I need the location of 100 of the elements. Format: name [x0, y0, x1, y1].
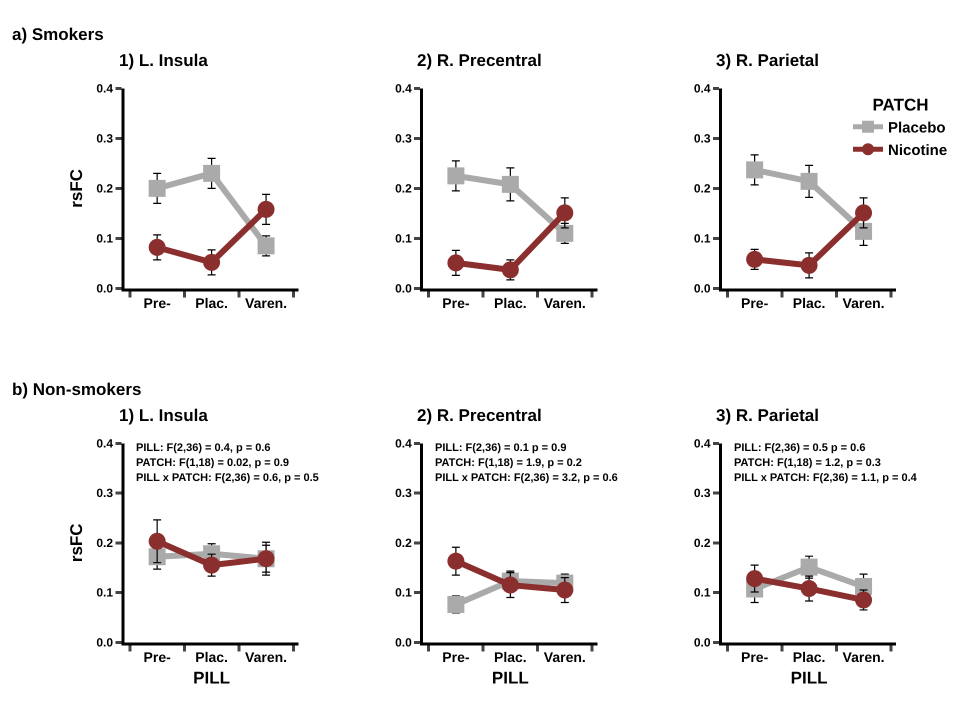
y-tick-label: 0.2 [395, 182, 412, 196]
point [800, 256, 818, 274]
point [502, 176, 519, 193]
x-tick-label: Varen. [544, 649, 586, 666]
point [148, 532, 166, 550]
y-tick-label: 0.1 [694, 232, 711, 246]
y-tick-label: 0.3 [395, 486, 412, 500]
x-tick-label: Varen. [245, 295, 288, 312]
x-axis-title: PILL [790, 668, 828, 688]
point [502, 261, 519, 278]
y-tick-label: 0.2 [96, 182, 114, 196]
y-tick-label: 0.1 [694, 586, 711, 600]
annotation: PILL x PATCH: F(2,36) = 1.1, p = 0.4 [734, 472, 918, 484]
y-tick-label: 0.2 [694, 182, 711, 196]
point [855, 222, 872, 240]
y-tick-label: 0.4 [96, 436, 114, 450]
y-tick-label: 0.4 [395, 436, 412, 450]
y-tick-label: 0.2 [395, 536, 412, 550]
legend-label: Placebo [888, 120, 946, 137]
point [746, 161, 764, 178]
y-tick-label: 0.4 [395, 82, 412, 96]
point [203, 556, 220, 574]
point [556, 204, 574, 222]
point [855, 204, 872, 222]
point [203, 254, 220, 271]
text: 0.0 [96, 282, 114, 296]
point [746, 250, 764, 268]
annotation: PILL: F(2,36) = 0.5 p = 0.6 [734, 442, 866, 454]
y-tick-label: 0.2 [694, 536, 711, 550]
text: 0.0 [96, 635, 114, 650]
text: 0.0 [694, 635, 711, 650]
text: 0.0 [395, 282, 412, 296]
x-tick-label: Pre- [741, 649, 769, 666]
y-tick-label: 0.3 [694, 486, 711, 500]
chart-title: b) Non-smokers [12, 380, 142, 399]
point [447, 596, 464, 613]
x-tick-label: Varen. [842, 295, 885, 312]
point [148, 180, 166, 197]
chart-title: 3) R. Parietal [716, 406, 819, 425]
annotation: PILL: F(2,36) = 0.1 p = 0.9 [435, 442, 566, 454]
point [258, 200, 275, 218]
y-tick-label: 0.4 [694, 436, 711, 450]
point [800, 172, 818, 190]
annotation: PATCH: F(1,18) = 1.2, p = 0.3 [734, 457, 881, 469]
x-tick-label: Plac. [792, 649, 826, 666]
y-tick-label: 0.2 [96, 536, 114, 550]
text: 0.0 [694, 282, 711, 296]
x-tick-label: Plac. [195, 649, 228, 666]
point [800, 558, 818, 576]
point [447, 167, 464, 184]
y-tick-label: 0.4 [96, 82, 114, 96]
annotation: PATCH: F(1,18) = 0.02, p = 0.9 [136, 457, 290, 469]
x-axis-title: PILL [492, 668, 529, 688]
point [258, 237, 275, 254]
annotation: PILL x PATCH: F(2,36) = 0.6, p = 0.5 [136, 472, 319, 484]
point [148, 238, 166, 256]
x-tick-label: Pre- [442, 295, 470, 312]
legend-title: PATCH [872, 95, 929, 114]
y-axis-title: rsFC [66, 523, 86, 562]
x-tick-label: Varen. [842, 649, 885, 666]
point [855, 591, 872, 608]
x-tick-label: Varen. [544, 295, 586, 312]
point [203, 164, 220, 182]
legend-label: Nicotine [888, 142, 948, 160]
y-tick-label: 0.3 [395, 132, 412, 146]
point [556, 582, 574, 599]
chart-title: 2) R. Precentral [417, 51, 542, 70]
chart-title: 3) R. Parietal [716, 51, 819, 70]
y-tick-label: 0.1 [96, 586, 114, 600]
x-tick-label: Pre- [442, 649, 470, 666]
x-tick-label: Plac. [494, 649, 527, 666]
annotation: PILL: F(2,36) = 0.4, p = 0.6 [136, 442, 270, 454]
chart-subtitle: 1) L. Insula [119, 51, 208, 70]
x-axis-title: PILL [193, 668, 230, 688]
x-tick-label: Varen. [245, 649, 288, 666]
x-tick-label: Plac. [792, 295, 826, 312]
chart-title: a) Smokers [12, 25, 104, 44]
x-tick-label: Pre- [144, 649, 172, 666]
point [800, 580, 818, 598]
y-tick-label: 0.4 [694, 82, 711, 96]
y-tick-label: 0.1 [96, 232, 114, 246]
y-tick-label: 0.1 [395, 232, 412, 246]
point [556, 224, 574, 242]
x-tick-label: Pre- [741, 295, 769, 312]
annotation: PATCH: F(1,18) = 1.9, p = 0.2 [435, 457, 582, 469]
point [502, 576, 519, 594]
chart-title: 2) R. Precentral [417, 406, 542, 425]
x-tick-label: Plac. [494, 295, 527, 312]
x-tick-label: Plac. [195, 295, 228, 312]
y-tick-label: 0.3 [96, 132, 114, 146]
y-tick-label: 0.1 [395, 586, 412, 600]
y-axis-title: rsFC [66, 169, 86, 208]
y-tick-label: 0.3 [96, 486, 114, 500]
annotation: PILL x PATCH: F(2,36) = 3.2, p = 0.6 [435, 472, 618, 484]
text: 0.0 [395, 635, 412, 650]
point [447, 552, 464, 570]
point [746, 570, 764, 588]
chart-subtitle: 1) L. Insula [119, 406, 208, 425]
point [447, 254, 464, 272]
y-tick-label: 0.3 [694, 132, 711, 146]
